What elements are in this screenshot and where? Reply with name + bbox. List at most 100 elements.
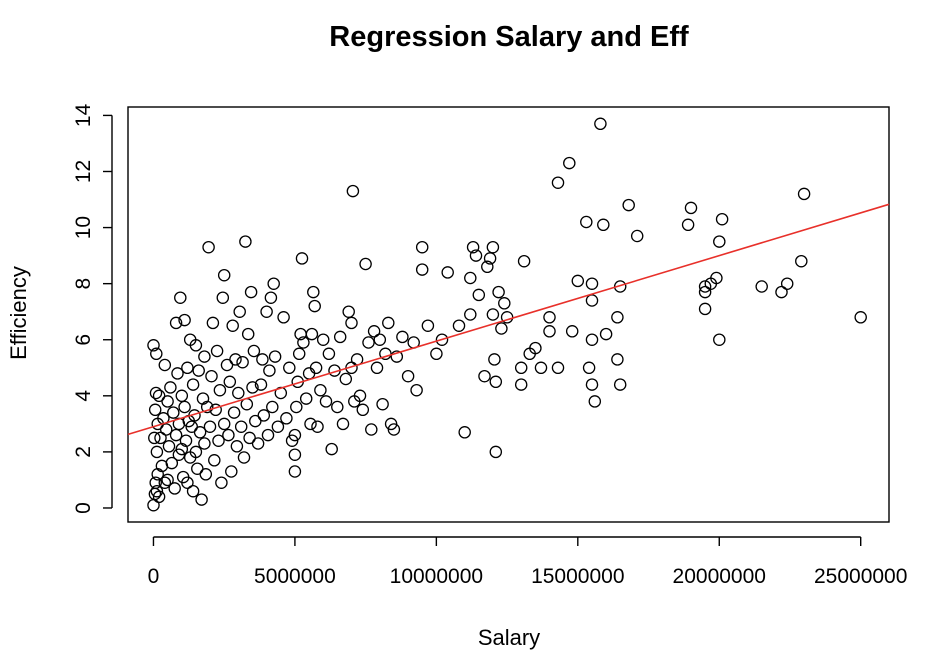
data-point [495,322,508,335]
data-point [367,325,381,338]
data-point [251,437,265,450]
data-point [199,468,213,481]
data-point [379,347,392,361]
data-point [698,280,712,293]
data-point [534,361,548,375]
data-point [193,426,207,439]
data-point [192,364,205,377]
data-point [698,302,712,316]
data-point [150,445,164,459]
data-point [336,417,350,431]
data-point [261,428,275,442]
data-point [222,428,235,442]
data-point [795,254,808,268]
data-point [266,400,279,414]
y-tick-label: 12 [72,160,95,183]
data-point [376,397,389,411]
data-point [401,369,415,383]
data-point [169,316,183,330]
data-point [288,428,302,442]
data-point [152,389,166,403]
data-point [529,341,542,355]
data-point [249,414,262,428]
data-point [514,361,528,375]
data-point [295,252,309,265]
data-point [325,442,338,456]
data-point [430,347,443,361]
data-point [345,316,358,330]
data-point [271,420,285,433]
data-point [390,350,404,363]
y-tick-label: 4 [72,390,95,402]
y-tick-label: 8 [72,278,95,290]
data-point [232,386,245,400]
data-point [551,176,565,189]
data-point [292,347,306,361]
regression-layer [127,203,890,436]
data-point [466,240,480,254]
data-point [630,229,644,243]
data-point [571,274,585,288]
data-point [148,431,161,445]
data-point [198,437,211,450]
data-point [263,364,276,377]
x-tick-label: 15000000 [531,565,624,588]
data-point [514,378,528,391]
data-point [322,347,336,361]
data-point [331,400,344,414]
data-point [179,434,193,447]
data-point [594,117,607,131]
data-point [264,291,278,304]
data-point [854,311,867,324]
data-point [260,305,273,318]
data-point [441,266,454,279]
data-point [613,378,627,391]
y-tick-label: 6 [72,334,95,346]
data-point [359,257,372,271]
data-point [208,454,221,467]
y-axis-title: Efficiency [6,266,31,360]
data-point [234,420,248,433]
data-point [247,344,261,358]
data-point [489,375,503,389]
data-point [435,333,449,346]
data-point [458,426,471,439]
data-point [171,367,184,380]
data-point [775,285,788,299]
data-point [161,395,174,408]
data-point [684,201,698,215]
chart-title: Regression Salary and Eff [329,21,689,53]
data-point [311,420,324,433]
data-point [387,423,401,436]
y-tick-label: 10 [72,216,95,239]
data-point [158,476,172,489]
data-point [316,333,330,346]
data-point [373,333,387,346]
data-point [217,417,231,431]
y-tick-label: 14 [72,103,95,127]
data-point [198,350,211,363]
data-point [585,378,599,391]
data-point [226,319,239,332]
data-point [713,235,726,248]
data-point [236,355,249,369]
data-point [415,240,429,254]
data-point [195,493,208,506]
data-point [384,417,398,431]
data-point [288,448,302,461]
data-point [210,344,224,358]
data-point [213,383,227,397]
data-point [622,198,635,212]
data-point [488,353,501,366]
data-point [149,476,162,489]
data-point [481,260,494,274]
data-point [227,406,241,419]
data-point [582,361,596,375]
data-point [257,409,271,422]
data-point [580,215,593,229]
data-point [464,308,477,321]
data-point [472,288,486,302]
data-point [237,451,251,464]
data-point [283,361,296,375]
data-point [147,498,160,512]
